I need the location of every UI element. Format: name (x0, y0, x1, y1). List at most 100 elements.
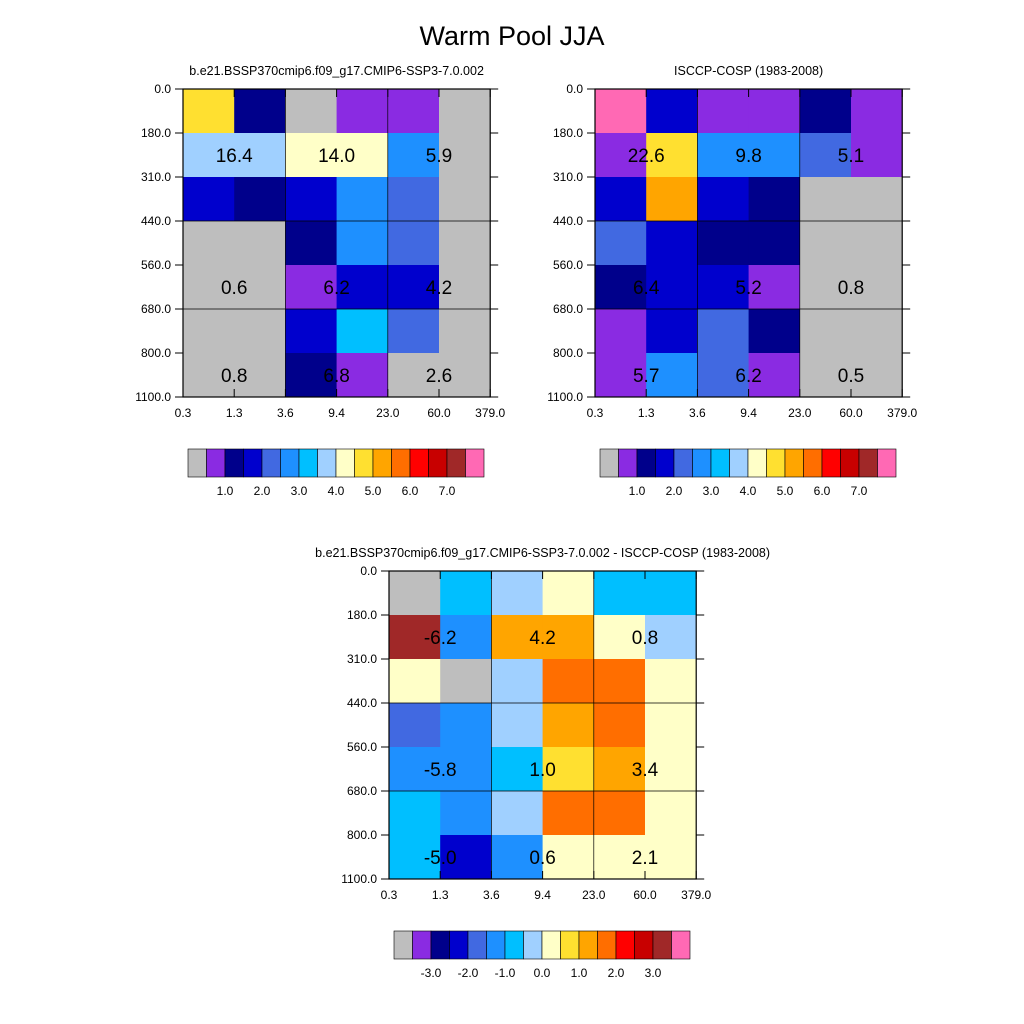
heatmap-cell (234, 89, 286, 134)
heatmap-cell (799, 89, 852, 134)
colorbar-swatch (803, 448, 823, 478)
colorbar-swatch (652, 930, 672, 960)
x-tick-label: 0.3 (381, 888, 398, 902)
x-tick-label: 23.0 (582, 888, 606, 902)
colorbar-swatch (354, 448, 374, 478)
heatmap-cell (336, 177, 389, 222)
heatmap-cell (542, 747, 595, 792)
cell-value-label: 5.7 (633, 366, 659, 387)
heatmap-cell (646, 353, 698, 398)
heatmap-cell (748, 353, 801, 398)
heatmap-cell (646, 221, 698, 266)
heatmap-cell (645, 835, 697, 880)
heatmap-cell (542, 615, 595, 660)
heatmap-cell (542, 835, 595, 880)
heatmap-cell (387, 353, 440, 398)
heatmap-cell (748, 265, 801, 310)
heatmap-cell (748, 309, 801, 354)
colorbar-swatch (446, 448, 466, 478)
heatmap-cell (697, 353, 749, 398)
y-tick-label: 0.0 (360, 564, 377, 578)
heatmap-cell (285, 221, 337, 266)
heatmap-cell (336, 89, 389, 134)
heatmap-cell (439, 177, 491, 222)
cell-value-label: 16.4 (216, 146, 253, 167)
colorbar-label: 3.0 (703, 484, 720, 498)
heatmap-cell (851, 133, 903, 178)
colorbar-swatch (504, 930, 524, 960)
colorbar-swatch (877, 448, 897, 478)
heatmap-cell (389, 659, 441, 704)
colorbar-swatch (430, 930, 450, 960)
colorbar-swatch (729, 448, 749, 478)
cell-value-label: 14.0 (318, 146, 355, 167)
heatmap-cell (851, 177, 903, 222)
colorbar-label: 1.0 (571, 966, 588, 980)
cell-value-label: 5.9 (426, 146, 452, 167)
heatmap-cell (491, 703, 543, 748)
heatmap-cell (851, 353, 903, 398)
heatmap-cell (851, 309, 903, 354)
heatmap-cell (645, 659, 697, 704)
heatmap-cell (234, 177, 286, 222)
x-tick-label: 0.3 (587, 406, 604, 420)
colorbar-swatch (655, 448, 675, 478)
colorbar-swatch (766, 448, 786, 478)
x-tick-label: 1.3 (226, 406, 243, 420)
y-tick-label: 680.0 (553, 302, 583, 316)
heatmap-cell (387, 133, 440, 178)
heatmap-cell (491, 659, 543, 704)
cell-value-label: 6.2 (323, 278, 349, 299)
x-tick-label: 3.6 (483, 888, 500, 902)
colorbar-swatch (523, 930, 543, 960)
colorbar-label: 2.0 (666, 484, 683, 498)
heatmap-cell (440, 571, 492, 616)
colorbar-swatch (409, 448, 429, 478)
heatmap-cell (646, 89, 698, 134)
cell-value-label: -6.2 (424, 628, 457, 649)
main-title: Warm Pool JJA (419, 21, 604, 51)
heatmap-cell (234, 309, 286, 354)
heatmap-cell (389, 791, 441, 836)
y-tick-label: 560.0 (553, 258, 583, 272)
y-tick-label: 800.0 (553, 346, 583, 360)
colorbar-swatch (187, 448, 207, 478)
heatmap-cell (234, 221, 286, 266)
heatmap-cell (748, 221, 801, 266)
cell-value-label: 4.2 (426, 278, 452, 299)
colorbar-swatch (393, 930, 413, 960)
colorbar-swatch (747, 448, 767, 478)
cell-value-label: 4.2 (529, 628, 555, 649)
cell-value-label: 0.6 (529, 848, 555, 869)
cell-value-label: 3.4 (632, 760, 659, 781)
x-tick-label: 60.0 (633, 888, 657, 902)
x-tick-label: 60.0 (427, 406, 451, 420)
cell-value-label: 5.1 (838, 146, 864, 167)
heatmap-cell (799, 353, 852, 398)
heatmap-cell (389, 615, 441, 660)
x-tick-label: 3.6 (689, 406, 706, 420)
cell-value-label: 6.8 (323, 366, 349, 387)
heatmap-cell (285, 177, 337, 222)
y-tick-label: 310.0 (553, 170, 583, 184)
heatmap-cell (336, 353, 389, 398)
heatmap-cell (748, 89, 801, 134)
cell-value-label: 6.2 (735, 366, 761, 387)
colorbar-swatch (692, 448, 712, 478)
heatmap-cell (697, 309, 749, 354)
cell-value-label: 9.8 (735, 146, 761, 167)
heatmap-cell (183, 177, 235, 222)
colorbar-swatch (560, 930, 580, 960)
y-tick-label: 310.0 (141, 170, 171, 184)
colorbar-swatch (243, 448, 263, 478)
heatmap-cell (542, 703, 595, 748)
heatmap-cell (439, 353, 491, 398)
x-tick-label: 23.0 (788, 406, 812, 420)
heatmap-cell (697, 265, 749, 310)
colorbar-label: 3.0 (291, 484, 308, 498)
y-tick-label: 560.0 (347, 740, 377, 754)
colorbar-label: 7.0 (439, 484, 456, 498)
heatmap-cell (595, 353, 647, 398)
colorbar-swatch (636, 448, 656, 478)
heatmap-cell (234, 353, 286, 398)
